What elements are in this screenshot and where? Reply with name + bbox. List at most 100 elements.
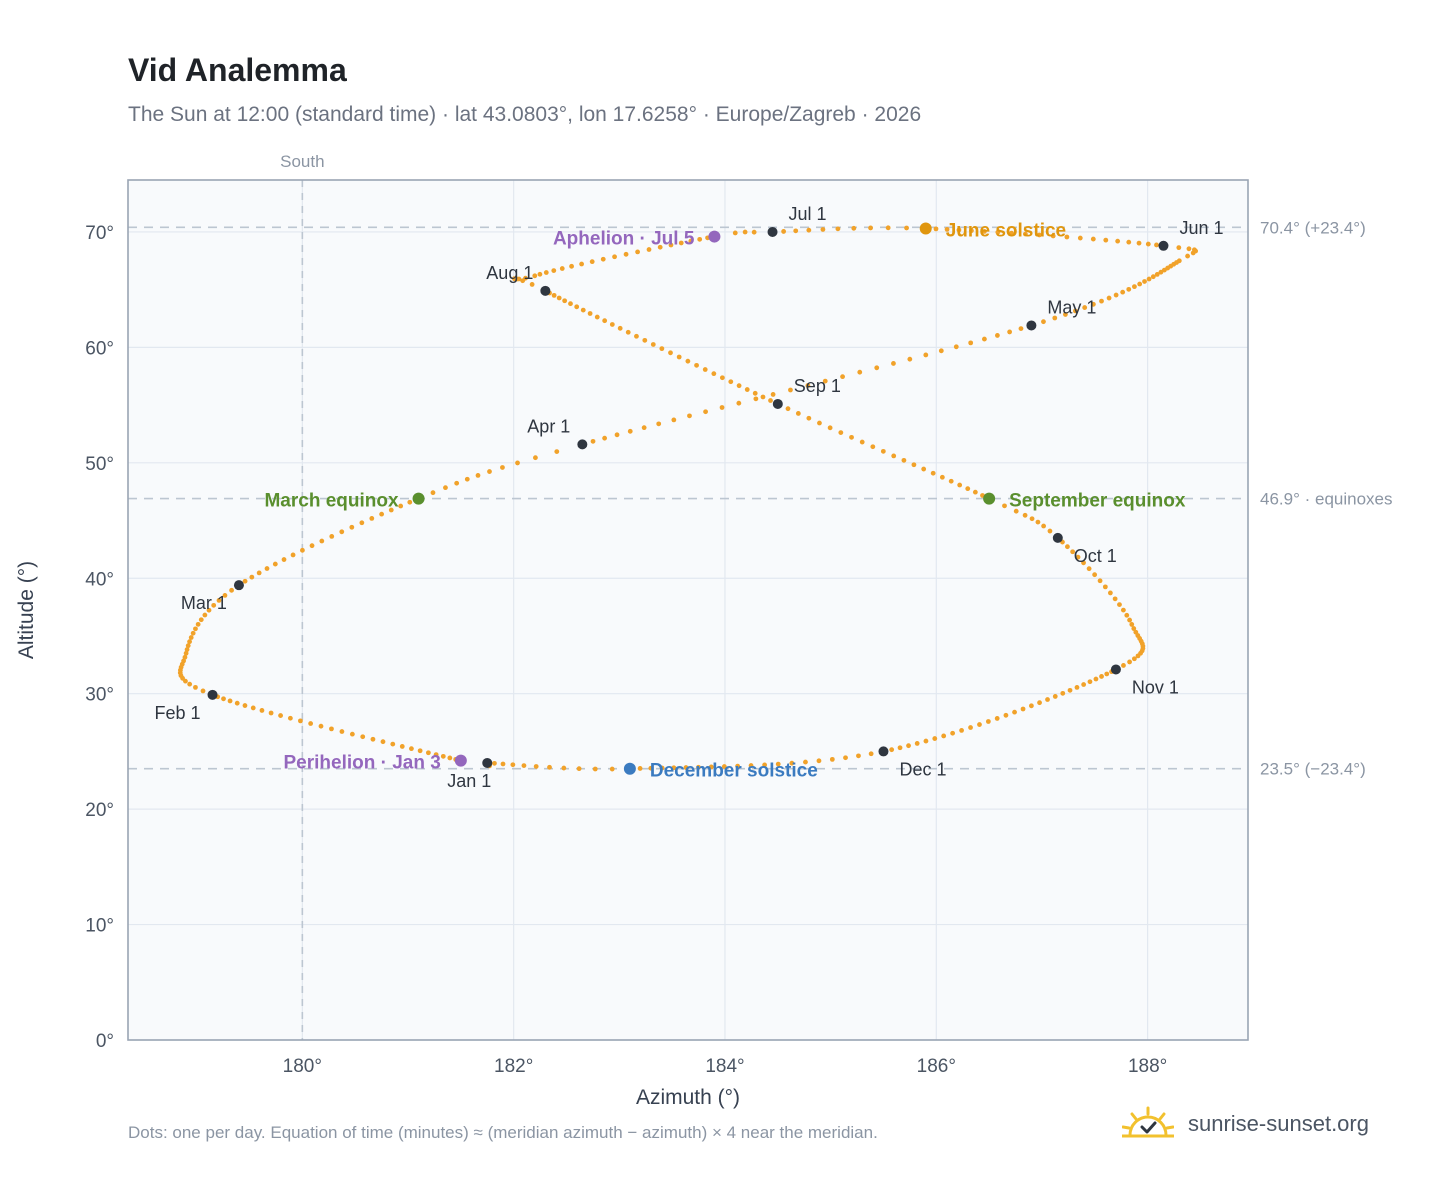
month-marker-label: Jan 1 bbox=[447, 771, 491, 791]
daily-dot bbox=[982, 229, 987, 234]
daily-dot bbox=[659, 765, 665, 771]
daily-dot bbox=[708, 764, 714, 770]
month-marker-label: Dec 1 bbox=[899, 759, 946, 779]
daily-dot bbox=[184, 647, 190, 652]
daily-dot bbox=[1185, 253, 1190, 259]
brand-name: sunrise-sunset.org bbox=[1188, 1111, 1369, 1136]
daily-dot bbox=[849, 434, 854, 440]
daily-dot bbox=[1120, 607, 1126, 613]
daily-dot bbox=[318, 723, 324, 729]
daily-dot bbox=[1154, 242, 1159, 248]
daily-dot bbox=[290, 552, 296, 558]
daily-dot bbox=[1113, 292, 1119, 298]
daily-dot bbox=[1145, 241, 1151, 247]
daily-dot bbox=[249, 574, 255, 580]
daily-dot bbox=[1186, 246, 1192, 252]
daily-dot bbox=[561, 765, 567, 771]
daily-dot bbox=[835, 226, 841, 232]
daily-dot bbox=[359, 520, 365, 526]
event-label: June solstice bbox=[946, 220, 1066, 241]
daily-dot bbox=[907, 356, 913, 362]
daily-dot bbox=[820, 227, 826, 232]
month-marker-label: Jul 1 bbox=[789, 204, 827, 224]
month-marker-label: Aug 1 bbox=[486, 263, 533, 283]
month-marker bbox=[1158, 240, 1169, 251]
daily-dot bbox=[732, 230, 738, 236]
daily-dot bbox=[817, 420, 822, 426]
daily-dot bbox=[694, 362, 699, 368]
daily-dot bbox=[933, 226, 939, 232]
daily-dot bbox=[190, 630, 196, 636]
daily-dot bbox=[648, 765, 654, 771]
event-marker bbox=[919, 222, 932, 235]
daily-dot bbox=[736, 383, 742, 389]
daily-dot bbox=[1050, 233, 1056, 239]
daily-dot bbox=[1064, 234, 1070, 240]
daily-dot bbox=[889, 747, 895, 753]
daily-dot bbox=[685, 358, 691, 364]
daily-dot bbox=[349, 524, 355, 530]
daily-dot bbox=[515, 460, 520, 466]
reference-line-label: 46.9° · equinoxes bbox=[1260, 490, 1393, 509]
month-marker-label: Apr 1 bbox=[527, 416, 570, 436]
daily-dot bbox=[574, 304, 580, 310]
daily-dot bbox=[637, 766, 643, 771]
daily-dot bbox=[995, 229, 1001, 235]
month-marker bbox=[1026, 320, 1037, 331]
daily-dot bbox=[868, 751, 874, 757]
daily-dot bbox=[360, 734, 366, 740]
event-markers: March equinox September equinox June solst… bbox=[264, 220, 1185, 781]
daily-dot bbox=[1104, 671, 1110, 677]
daily-dot bbox=[250, 705, 256, 711]
y-tick-label: 70° bbox=[85, 223, 114, 244]
daily-dot bbox=[751, 229, 757, 235]
daily-dot bbox=[944, 226, 950, 232]
event-marker bbox=[983, 492, 996, 505]
daily-dot bbox=[1142, 279, 1147, 284]
daily-dot bbox=[1013, 508, 1019, 514]
daily-dot bbox=[398, 503, 404, 509]
daily-dot bbox=[623, 251, 629, 257]
daily-dot bbox=[1009, 230, 1014, 236]
daily-dot bbox=[775, 761, 781, 767]
brand-logo[interactable]: sunrise-sunset.org bbox=[1121, 1104, 1369, 1144]
daily-dot bbox=[770, 392, 776, 397]
event-marker bbox=[708, 230, 721, 243]
daily-dot bbox=[329, 533, 335, 539]
daily-dot bbox=[736, 400, 742, 406]
daily-dot bbox=[211, 602, 217, 608]
daily-dot bbox=[1003, 712, 1009, 718]
daily-dot bbox=[748, 763, 754, 768]
daily-dot bbox=[202, 612, 208, 618]
daily-dot bbox=[851, 225, 857, 231]
daily-dot bbox=[600, 256, 606, 262]
month-marker bbox=[1052, 532, 1063, 543]
daily-dot bbox=[1090, 236, 1096, 242]
daily-dot bbox=[939, 474, 945, 480]
daily-dot bbox=[521, 763, 527, 768]
daily-dot bbox=[185, 643, 191, 649]
daily-dot bbox=[1103, 237, 1109, 243]
daily-dot bbox=[1020, 706, 1026, 712]
daily-dot bbox=[1060, 690, 1066, 696]
daily-dot bbox=[635, 249, 640, 255]
month-marker-label: May 1 bbox=[1047, 297, 1096, 317]
daily-dot bbox=[1072, 308, 1078, 314]
daily-dot bbox=[859, 439, 865, 445]
daily-dot bbox=[683, 765, 689, 770]
daily-dot bbox=[659, 346, 665, 352]
daily-dot bbox=[443, 485, 448, 491]
daily-dot bbox=[390, 741, 396, 747]
daily-dot bbox=[537, 271, 543, 277]
daily-dot bbox=[206, 607, 212, 613]
daily-dot bbox=[407, 499, 413, 505]
daily-dot bbox=[1047, 528, 1053, 534]
daily-dot bbox=[617, 325, 623, 331]
daily-dot bbox=[671, 417, 677, 423]
daily-dot bbox=[627, 428, 633, 434]
daily-dot bbox=[676, 354, 682, 360]
plot-frame bbox=[127, 179, 1249, 1041]
daily-dot bbox=[187, 639, 192, 645]
daily-dot bbox=[788, 387, 793, 393]
daily-dot bbox=[806, 227, 812, 233]
